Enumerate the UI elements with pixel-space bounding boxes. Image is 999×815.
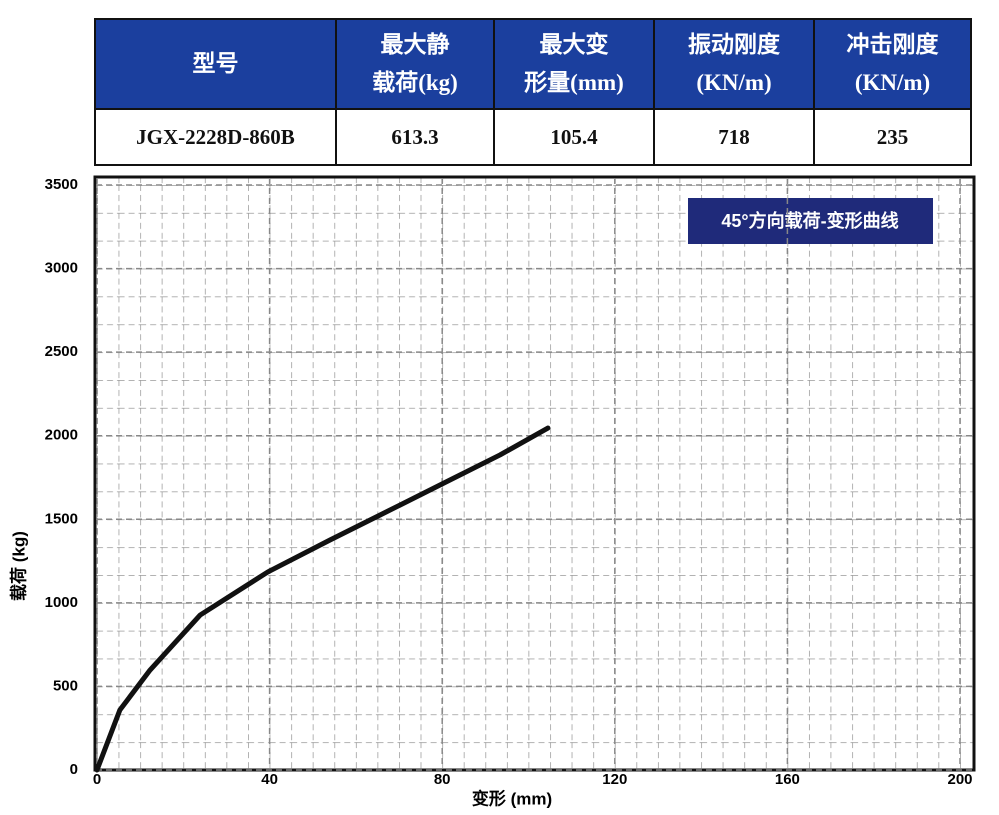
header-text: 振动刚度 bbox=[688, 32, 780, 57]
y-tick-label: 500 bbox=[53, 677, 78, 694]
header-text: 型号 bbox=[192, 51, 239, 76]
spec-table: 型号 最大静载荷(kg) 最大变形量(mm) 振动刚度 (KN/m) 冲击刚度 (K… bbox=[94, 18, 972, 166]
header-text: (KN/m) bbox=[854, 70, 931, 95]
cell: 105.4 bbox=[493, 108, 655, 166]
header-cell: 型号 bbox=[94, 18, 337, 110]
y-tick-label: 2500 bbox=[45, 343, 78, 360]
x-tick-label: 40 bbox=[261, 771, 278, 788]
y-axis-label: 载荷 (kg) bbox=[8, 531, 28, 601]
y-tick-label: 1000 bbox=[45, 594, 78, 611]
cell: 235 bbox=[813, 108, 972, 166]
y-tick-label: 0 bbox=[70, 761, 78, 778]
y-tick-label: 1500 bbox=[45, 510, 78, 527]
y-tick-label: 3500 bbox=[45, 176, 78, 193]
x-tick-label: 160 bbox=[775, 771, 800, 788]
header-text: 最大变 bbox=[539, 32, 609, 57]
y-tick-label: 3000 bbox=[45, 260, 78, 277]
header-cell: 冲击刚度 (KN/m) bbox=[813, 18, 972, 110]
cell: 613.3 bbox=[335, 108, 495, 166]
data-line bbox=[94, 425, 551, 773]
header-text: 冲击刚度 bbox=[846, 32, 939, 57]
header-cell: 最大变形量(mm) bbox=[493, 18, 655, 110]
grid-pattern bbox=[96, 178, 973, 769]
header-text: 载荷(kg) bbox=[372, 70, 458, 95]
legend-box bbox=[688, 198, 933, 244]
header-text: 最大静 bbox=[380, 32, 450, 57]
x-tick-label: 120 bbox=[602, 771, 627, 788]
x-tick-label: 80 bbox=[434, 771, 451, 788]
x-tick-label: 0 bbox=[93, 771, 101, 788]
cell: JGX-2228D-860B bbox=[94, 108, 337, 166]
x-tick-label: 200 bbox=[947, 771, 972, 788]
legend-text: 45°方向载荷-变形曲线 bbox=[721, 210, 898, 231]
y-tick-label: 2000 bbox=[45, 427, 78, 444]
header-cell: 振动刚度 (KN/m) bbox=[653, 18, 815, 110]
plot-frame bbox=[93, 175, 976, 772]
header-text: 形量(mm) bbox=[524, 70, 624, 95]
table-row: JGX-2228D-860B 613.3 105.4 718 235 bbox=[94, 108, 972, 166]
header-text: (KN/m) bbox=[696, 70, 772, 95]
x-axis-label: 变形 (mm) bbox=[472, 788, 552, 808]
cell: 718 bbox=[653, 108, 815, 166]
table-header: 型号 最大静载荷(kg) 最大变形量(mm) 振动刚度 (KN/m) 冲击刚度 (K… bbox=[94, 18, 972, 110]
header-cell: 最大静载荷(kg) bbox=[335, 18, 495, 110]
